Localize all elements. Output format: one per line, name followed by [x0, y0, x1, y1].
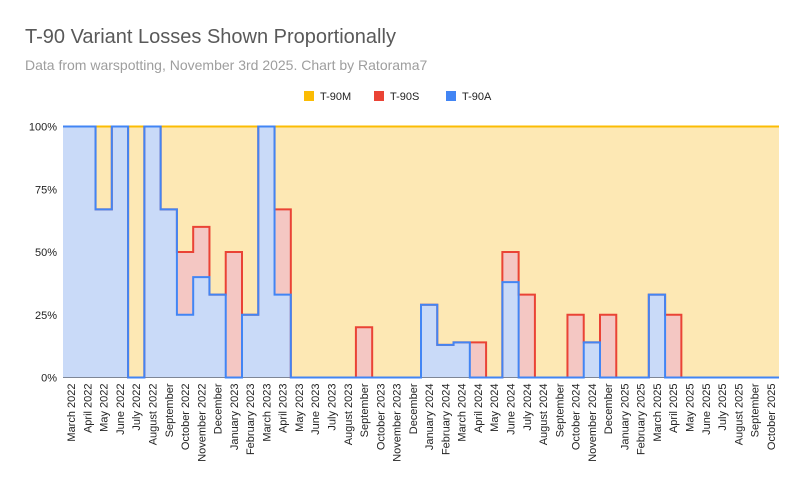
x-tick-label: July 2024 — [522, 384, 534, 431]
x-tick-label: April 2025 — [668, 384, 680, 434]
x-tick-label: August 2025 — [733, 384, 745, 446]
x-tick-label: September — [554, 383, 566, 437]
x-tick-label: October 2022 — [180, 384, 192, 451]
x-tick-label: March 2022 — [66, 384, 78, 442]
x-tick-label: March 2023 — [261, 384, 273, 442]
x-tick-label: May 2024 — [489, 384, 501, 432]
y-tick-label: 0% — [41, 373, 57, 385]
x-tick-label: May 2023 — [294, 384, 306, 432]
x-tick-label: August 2023 — [343, 384, 355, 446]
x-tick-label: June 2024 — [506, 384, 518, 435]
x-tick-label: April 2024 — [473, 384, 485, 434]
chart-subtitle: Data from warspotting, November 3rd 2025… — [25, 57, 428, 73]
x-tick-label: July 2023 — [327, 384, 339, 431]
legend-swatch-t-90s — [374, 91, 384, 101]
x-tick-label: May 2022 — [99, 384, 111, 432]
legend[interactable]: T-90M T-90S T-90A — [304, 91, 492, 103]
x-tick-label: August 2024 — [538, 384, 550, 446]
x-tick-label: February 2023 — [245, 384, 257, 456]
x-tick-label: October 2025 — [766, 384, 778, 451]
x-tick-label: October 2023 — [375, 384, 387, 451]
x-axis: March 2022 April 2022 May 2022 June 2022 Jul… — [66, 383, 778, 462]
x-tick-label: September — [359, 383, 371, 437]
x-tick-label: December — [603, 383, 615, 434]
x-tick-label: December — [408, 383, 420, 434]
legend-label-t-90s[interactable]: T-90S — [390, 91, 419, 103]
line-t-90a — [63, 125, 779, 379]
x-tick-label: August 2022 — [148, 384, 160, 446]
chart-title: T-90 Variant Losses Shown Proportionally — [25, 26, 396, 48]
x-tick-label: June 2022 — [115, 384, 127, 435]
x-tick-label: April 2022 — [82, 384, 94, 434]
x-tick-label: February 2024 — [440, 384, 452, 456]
legend-swatch-t-90m — [304, 91, 314, 101]
x-tick-label: December — [213, 383, 225, 434]
legend-swatch-t-90a — [446, 91, 456, 101]
y-tick-label: 50% — [35, 247, 57, 259]
x-tick-label: February 2025 — [636, 384, 648, 456]
x-tick-label: January 2023 — [229, 384, 241, 451]
y-tick-label: 25% — [35, 310, 57, 322]
legend-label-t-90a[interactable]: T-90A — [462, 91, 492, 103]
x-tick-label: July 2025 — [717, 384, 729, 431]
x-tick-label: September — [750, 383, 762, 437]
x-tick-label: April 2023 — [278, 384, 290, 434]
y-tick-label: 75% — [35, 184, 57, 196]
x-tick-label: March 2024 — [457, 384, 469, 442]
x-tick-label: November 2023 — [392, 384, 404, 462]
x-tick-label: September — [164, 383, 176, 437]
y-tick-label: 100% — [29, 122, 57, 134]
legend-label-t-90m[interactable]: T-90M — [320, 91, 351, 103]
series-lines — [63, 125, 779, 379]
x-tick-label: July 2022 — [131, 384, 143, 431]
x-tick-label: November 2022 — [196, 384, 208, 462]
x-tick-label: January 2024 — [424, 384, 436, 451]
x-tick-label: January 2025 — [619, 384, 631, 451]
x-tick-label: October 2024 — [571, 384, 583, 451]
x-tick-label: November 2024 — [587, 384, 599, 462]
x-tick-label: March 2025 — [652, 384, 664, 442]
x-tick-label: June 2025 — [701, 384, 713, 435]
y-axis: 0% 25% 50% 75% 100% — [29, 122, 57, 385]
x-tick-label: May 2025 — [685, 384, 697, 432]
x-tick-label: June 2023 — [310, 384, 322, 435]
